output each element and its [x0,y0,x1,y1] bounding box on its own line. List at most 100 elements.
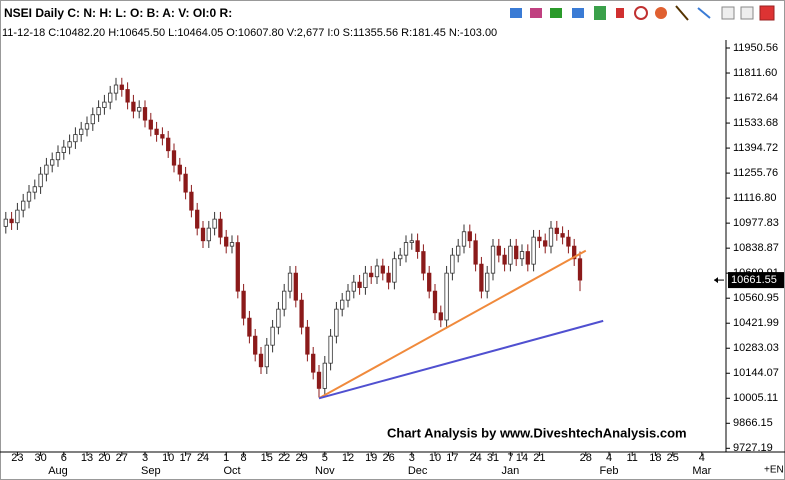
candle-body [398,254,403,260]
candle-body [241,290,246,319]
tool-icon[interactable] [655,7,667,19]
candle-body [32,186,37,193]
candle-body [299,299,304,328]
tool-icon[interactable] [594,6,606,20]
y-tick-label: 11394.72 [733,142,778,154]
minimize-button[interactable] [721,6,735,20]
x-tick-label: 4 [606,452,612,464]
y-tick-label: 10005.11 [733,392,778,404]
x-tick-label: 22 [278,452,290,464]
candle-body [311,353,316,373]
candle-body [137,107,142,112]
candle-body [142,107,148,121]
candle-body [131,101,136,112]
candle-body [374,265,380,278]
candle-body [479,263,484,292]
maximize-button[interactable] [740,6,754,20]
candle-body [461,231,467,247]
x-tick-label: 5 [322,452,328,464]
candle-body [125,89,130,103]
x-tick-label: 20 [98,452,110,464]
month-label: Sep [141,465,161,477]
candle-body [450,254,455,274]
x-tick-label: 18 [649,452,661,464]
month-label: Jan [502,465,520,477]
x-tick-label: 3 [142,452,148,464]
y-tick-label: 10838.87 [733,242,779,254]
month-label: Dec [408,465,428,477]
candle-body [148,119,153,130]
candle-body [560,233,565,238]
candle-body [189,191,194,211]
month-label: Aug [48,465,68,477]
candle-body [467,231,472,242]
candle-body [200,227,206,242]
x-tick-label: 14 [516,452,528,464]
candle-body [276,308,281,328]
candle-body [15,209,20,224]
tool-icon[interactable] [616,8,624,18]
candle-body [409,240,414,243]
candle-body [102,101,107,108]
candle-body [177,164,182,175]
x-tick-label: 15 [261,452,273,464]
candle-body [108,92,113,103]
candle-body [456,245,461,256]
candle-body [224,236,229,247]
candle-body [253,335,258,355]
candle-body [264,344,269,368]
candle-body [473,240,478,265]
plot-area [3,77,604,400]
candle-body [38,173,43,188]
y-tick-label: 11950.56 [733,42,778,54]
candle-body [490,245,496,274]
candle-body [519,251,525,260]
candle-body [427,272,432,292]
close-button[interactable] [759,5,775,21]
candle-body [502,254,507,265]
x-tick-label: 12 [342,452,354,464]
x-tick-label: 10 [429,452,441,464]
candle-body [432,290,438,314]
candle-body [496,245,501,256]
candle-body [282,290,287,310]
chart-title: NSEI Daily C: N: H: L: O: B: A: V: OI:0 … [4,6,232,20]
y-tick-label: 11116.80 [733,192,776,204]
trendline [318,319,604,400]
tool-icon[interactable] [550,8,562,18]
tool-icon[interactable] [510,8,522,18]
candle-body [421,251,426,274]
tool-icon[interactable] [697,7,711,19]
y-tick-label: 11255.76 [733,167,778,179]
y-tick-label: 10144.07 [733,367,779,379]
candle-body [415,240,420,252]
candle-body [322,362,327,389]
candle-body [287,272,293,292]
x-tick-label: 23 [11,452,23,464]
candle-body [572,245,577,260]
tool-icon[interactable] [634,6,648,20]
candle-body [258,353,264,368]
candle-body [206,227,211,242]
x-tick-label: 3 [409,452,415,464]
candle-body [514,245,519,260]
y-tick-label: 11811.60 [733,67,777,79]
candle-body [305,326,310,355]
x-tick-label: 4 [699,452,705,464]
candle-body [293,272,298,301]
candle-body [334,308,339,337]
candle-body [554,227,559,234]
candle-body [548,227,554,247]
candle-body [380,265,385,274]
tool-icon[interactable] [530,8,542,18]
candle-body [212,218,217,229]
toolbar[interactable] [510,5,775,21]
x-tick-label: 17 [446,452,458,464]
tool-icon[interactable] [675,5,689,21]
x-tick-label: 17 [179,452,191,464]
candle-body [566,236,571,247]
candle-body [537,236,542,242]
candle-body [113,84,119,94]
tool-icon[interactable] [572,8,584,18]
